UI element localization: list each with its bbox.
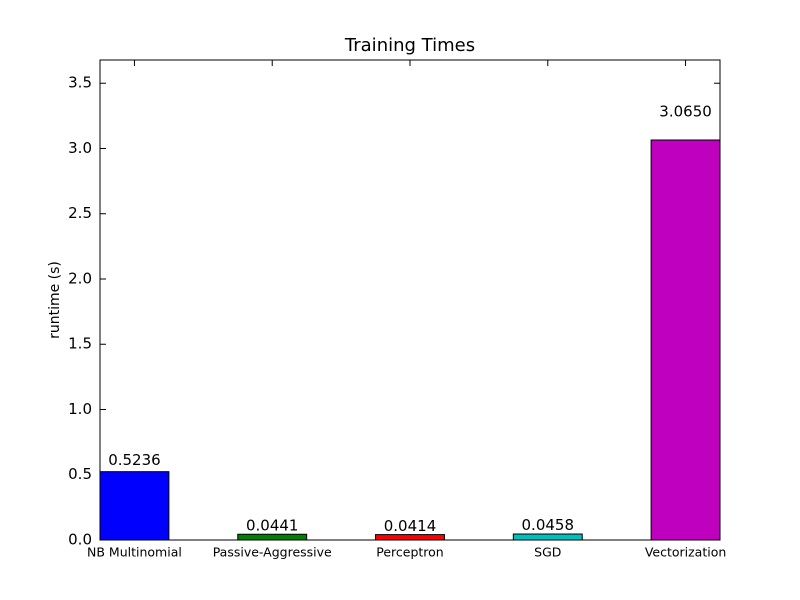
value-label: 0.0414 bbox=[384, 517, 437, 535]
value-label: 0.5236 bbox=[108, 451, 161, 469]
y-tick-label: 3.5 bbox=[68, 74, 92, 92]
bar bbox=[512, 533, 583, 541]
bar bbox=[650, 139, 721, 541]
x-tick-label: SGD bbox=[534, 545, 561, 560]
value-label: 0.0441 bbox=[246, 516, 299, 534]
value-label: 0.0458 bbox=[522, 516, 575, 534]
x-tick-label: Perceptron bbox=[376, 545, 443, 560]
plot-frame bbox=[99, 59, 721, 541]
y-axis-label: runtime (s) bbox=[47, 261, 63, 339]
y-tick-label: 1.5 bbox=[68, 335, 92, 353]
y-tick-label: 2.0 bbox=[68, 269, 92, 287]
bar bbox=[99, 471, 170, 541]
chart-title: Training Times bbox=[344, 35, 475, 56]
y-tick-label: 0.5 bbox=[68, 465, 92, 483]
y-tick-label: 1.0 bbox=[68, 400, 92, 418]
y-tick-label: 0.0 bbox=[68, 531, 92, 549]
x-tick-label: NB Multinomial bbox=[87, 545, 182, 560]
bar bbox=[375, 534, 445, 541]
x-tick-label: Vectorization bbox=[645, 545, 726, 560]
value-label: 3.0650 bbox=[659, 103, 712, 121]
x-tick-label: Passive-Aggressive bbox=[213, 545, 332, 560]
y-tick-label: 3.0 bbox=[68, 139, 92, 157]
y-tick-label: 2.5 bbox=[68, 204, 92, 222]
bar bbox=[237, 533, 308, 541]
